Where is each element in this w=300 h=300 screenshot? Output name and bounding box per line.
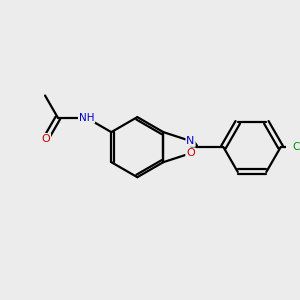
Text: O: O — [41, 134, 50, 144]
Text: Cl: Cl — [292, 142, 300, 152]
Text: NH: NH — [79, 113, 94, 123]
Text: O: O — [186, 148, 195, 158]
Text: N: N — [186, 136, 195, 146]
